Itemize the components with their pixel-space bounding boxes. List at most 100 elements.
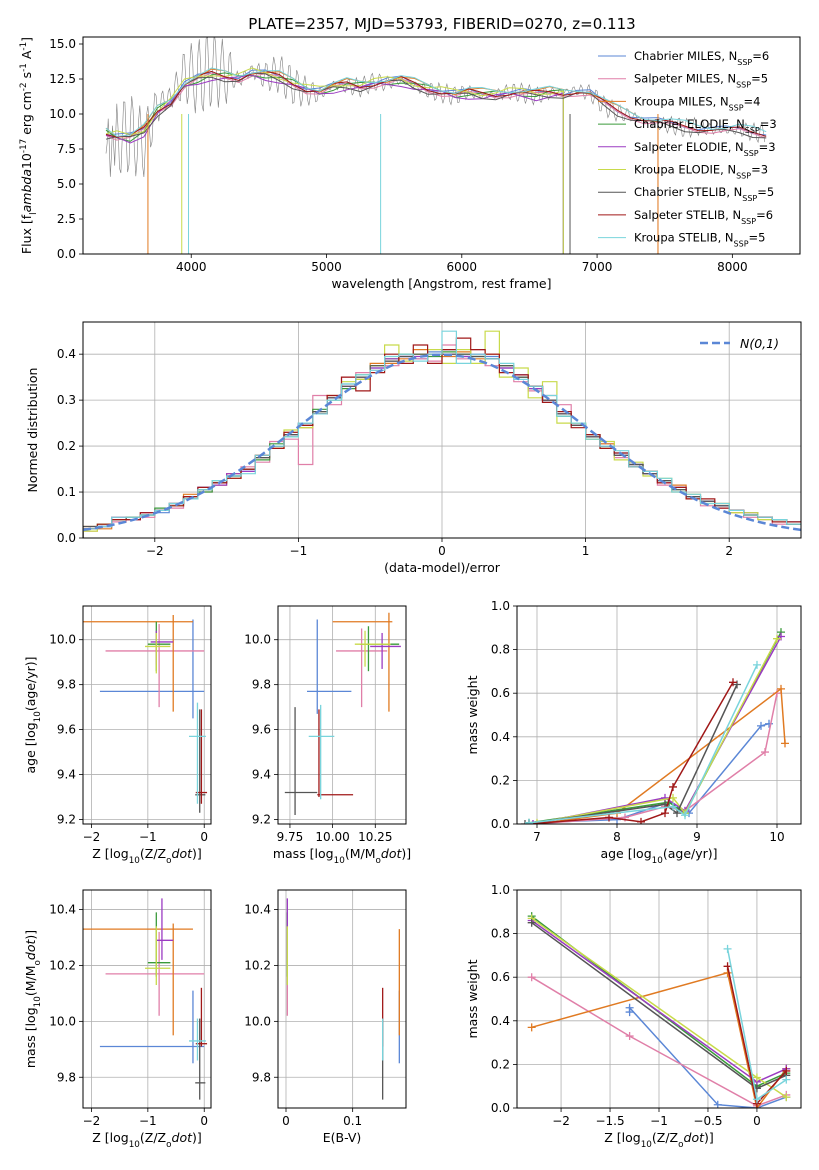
y-tick-label: 0.2: [491, 1057, 510, 1071]
y-tick-label: 9.8: [252, 678, 271, 692]
x-tick-label: 10.00: [315, 830, 349, 844]
y-tick-label: 9.6: [57, 723, 76, 737]
x-tick-label: −1: [139, 1114, 157, 1128]
legend-label: Kroupa STELIB, NSSP=5: [634, 231, 765, 249]
weight-line: [536, 687, 786, 824]
y-tick-label: 0.0: [57, 247, 76, 261]
weight-marker: [782, 1093, 791, 1102]
y-tick-label: 9.2: [252, 813, 271, 827]
panel-mass_vs_age: 9.75 10.00 10.25 9.2 9.4 9.6 9.8 10.0 mass [log1…: [244, 605, 411, 866]
figure-title: PLATE=2357, MJD=53793, FIBERID=0270, z=0…: [248, 15, 635, 33]
x-tick-label: 0: [200, 830, 208, 844]
axes-frame: [277, 605, 407, 825]
x-axis-label: mass [log10(M/Modot)]: [273, 846, 411, 866]
legend-label: N(0,1): [740, 336, 779, 351]
x-tick-label: 0: [753, 1114, 761, 1128]
x-tick-label: −1.5: [595, 1114, 624, 1128]
axes-frame: [82, 605, 212, 825]
y-axis-label: Flux [flambda10-17 erg cm-2 s-1 A-1]: [19, 37, 39, 254]
y-tick-label: 10.4: [49, 903, 76, 917]
axes-frame: [82, 36, 801, 255]
y-tick-label: 9.8: [252, 1070, 271, 1084]
y-tick-label: 10.0: [49, 1014, 76, 1028]
weight-marker: [782, 1066, 791, 1075]
x-tick-label: 4000: [176, 260, 207, 274]
x-tick-label: 0: [438, 544, 446, 558]
legend-label: Salpeter STELIB, NSSP=6: [634, 208, 773, 226]
weight-marker: [669, 782, 677, 791]
y-tick-label: 0.2: [57, 439, 76, 453]
x-tick-label: 9: [693, 830, 701, 844]
x-tick-label: 9.75: [277, 830, 304, 844]
weight-marker: [605, 813, 613, 822]
weight-marker: [729, 678, 737, 687]
y-tick-label: 0.4: [491, 730, 510, 744]
weight-marker: [723, 944, 732, 953]
x-axis-label: age [log10(age/yr)]: [600, 846, 717, 866]
y-tick-label: 10.0: [244, 633, 271, 647]
x-tick-label: 0: [200, 1114, 208, 1128]
y-tick-label: 0.1: [57, 485, 76, 499]
y-tick-label: 10.0: [49, 107, 76, 121]
weight-marker: [529, 820, 537, 824]
spectrum-model-line: [105, 67, 564, 254]
legend-label: Kroupa ELODIE, NSSP=3: [634, 163, 768, 181]
x-axis-label: Z [log10(Z/Zodot)]: [604, 1130, 714, 1150]
weight-line: [528, 681, 734, 824]
panel-ebv_vs_mass: 0 0.1 9.8 10.0 10.2 10.4 E(B-V): [244, 889, 407, 1145]
x-tick-label: 7: [533, 830, 541, 844]
legend-label: Salpeter ELODIE, NSSP=3: [634, 140, 776, 158]
y-tick-label: 9.8: [57, 1070, 76, 1084]
weight-marker: [521, 820, 529, 824]
x-tick-label: 0: [282, 1114, 290, 1128]
weight-line: [524, 684, 738, 824]
axes-frame: [82, 321, 802, 539]
x-tick-label: 7000: [582, 260, 613, 274]
weight-marker: [669, 802, 677, 811]
x-tick-label: −1: [139, 830, 157, 844]
panel-z_vs_weight: −2 −1.5 −1 −0.5 0 0.0 0.2 0.4 0.6 0.8 1.0 Z [log10(…: [465, 883, 802, 1150]
y-axis-label: Normed distribution: [25, 368, 40, 493]
y-tick-label: 0.0: [491, 1101, 510, 1115]
y-tick-label: 9.4: [57, 768, 76, 782]
y-tick-label: 0.6: [491, 686, 510, 700]
plot-area: [284, 612, 401, 816]
plot-area: [105, 37, 767, 254]
x-tick-label: 8000: [717, 260, 748, 274]
axes-frame: [82, 889, 212, 1109]
legend-label: Kroupa MILES, NSSP=4: [634, 94, 760, 112]
y-tick-label: 0.8: [491, 927, 510, 941]
x-axis-label: Z [log10(Z/Zodot)]: [92, 846, 202, 866]
y-axis-label: mass weight: [465, 675, 480, 754]
weight-line: [528, 631, 782, 824]
x-tick-label: −0.5: [693, 1114, 722, 1128]
y-tick-label: 5.0: [57, 177, 76, 191]
panel-spectrum: 4000 5000 6000 7000 8000 0.0 2.5 5.0 7.5 10.0 12.5…: [19, 36, 801, 291]
x-tick-label: 8: [613, 830, 621, 844]
weight-marker: [625, 1003, 634, 1012]
panel-z_vs_age: −2 −1 0 9.2 9.4 9.6 9.8 10.0 Z [log10(Z/Zodot)] a…: [23, 605, 212, 866]
x-tick-label: −2: [552, 1114, 570, 1128]
weight-line: [531, 976, 787, 1107]
weight-marker: [773, 634, 781, 643]
y-tick-label: 10.2: [244, 958, 271, 972]
x-tick-label: −2: [146, 544, 164, 558]
weight-marker: [661, 809, 669, 818]
x-axis-label: E(B-V): [323, 1130, 362, 1145]
x-tick-label: −1: [650, 1114, 668, 1128]
y-axis-label: age [log10(age/yr)]: [23, 656, 43, 773]
weight-line: [531, 971, 787, 1108]
histogram-step: [83, 337, 801, 538]
weight-marker: [752, 1073, 761, 1082]
axes-frame: [516, 605, 802, 825]
x-axis-label: wavelength [Angstrom, rest frame]: [331, 276, 551, 291]
y-tick-label: 9.4: [252, 768, 271, 782]
panel-age_vs_weight: 7 8 9 10 0.0 0.2 0.4 0.6 0.8 1.0 age [log10(age/yr…: [465, 599, 802, 866]
x-axis-label: Z [log10(Z/Zodot)]: [92, 1130, 202, 1150]
weight-marker: [625, 1032, 634, 1041]
y-axis-label: mass weight: [465, 959, 480, 1038]
weight-marker: [527, 918, 536, 927]
plot-area: [521, 628, 789, 824]
y-tick-label: 9.2: [57, 813, 76, 827]
y-tick-label: 0.3: [57, 393, 76, 407]
